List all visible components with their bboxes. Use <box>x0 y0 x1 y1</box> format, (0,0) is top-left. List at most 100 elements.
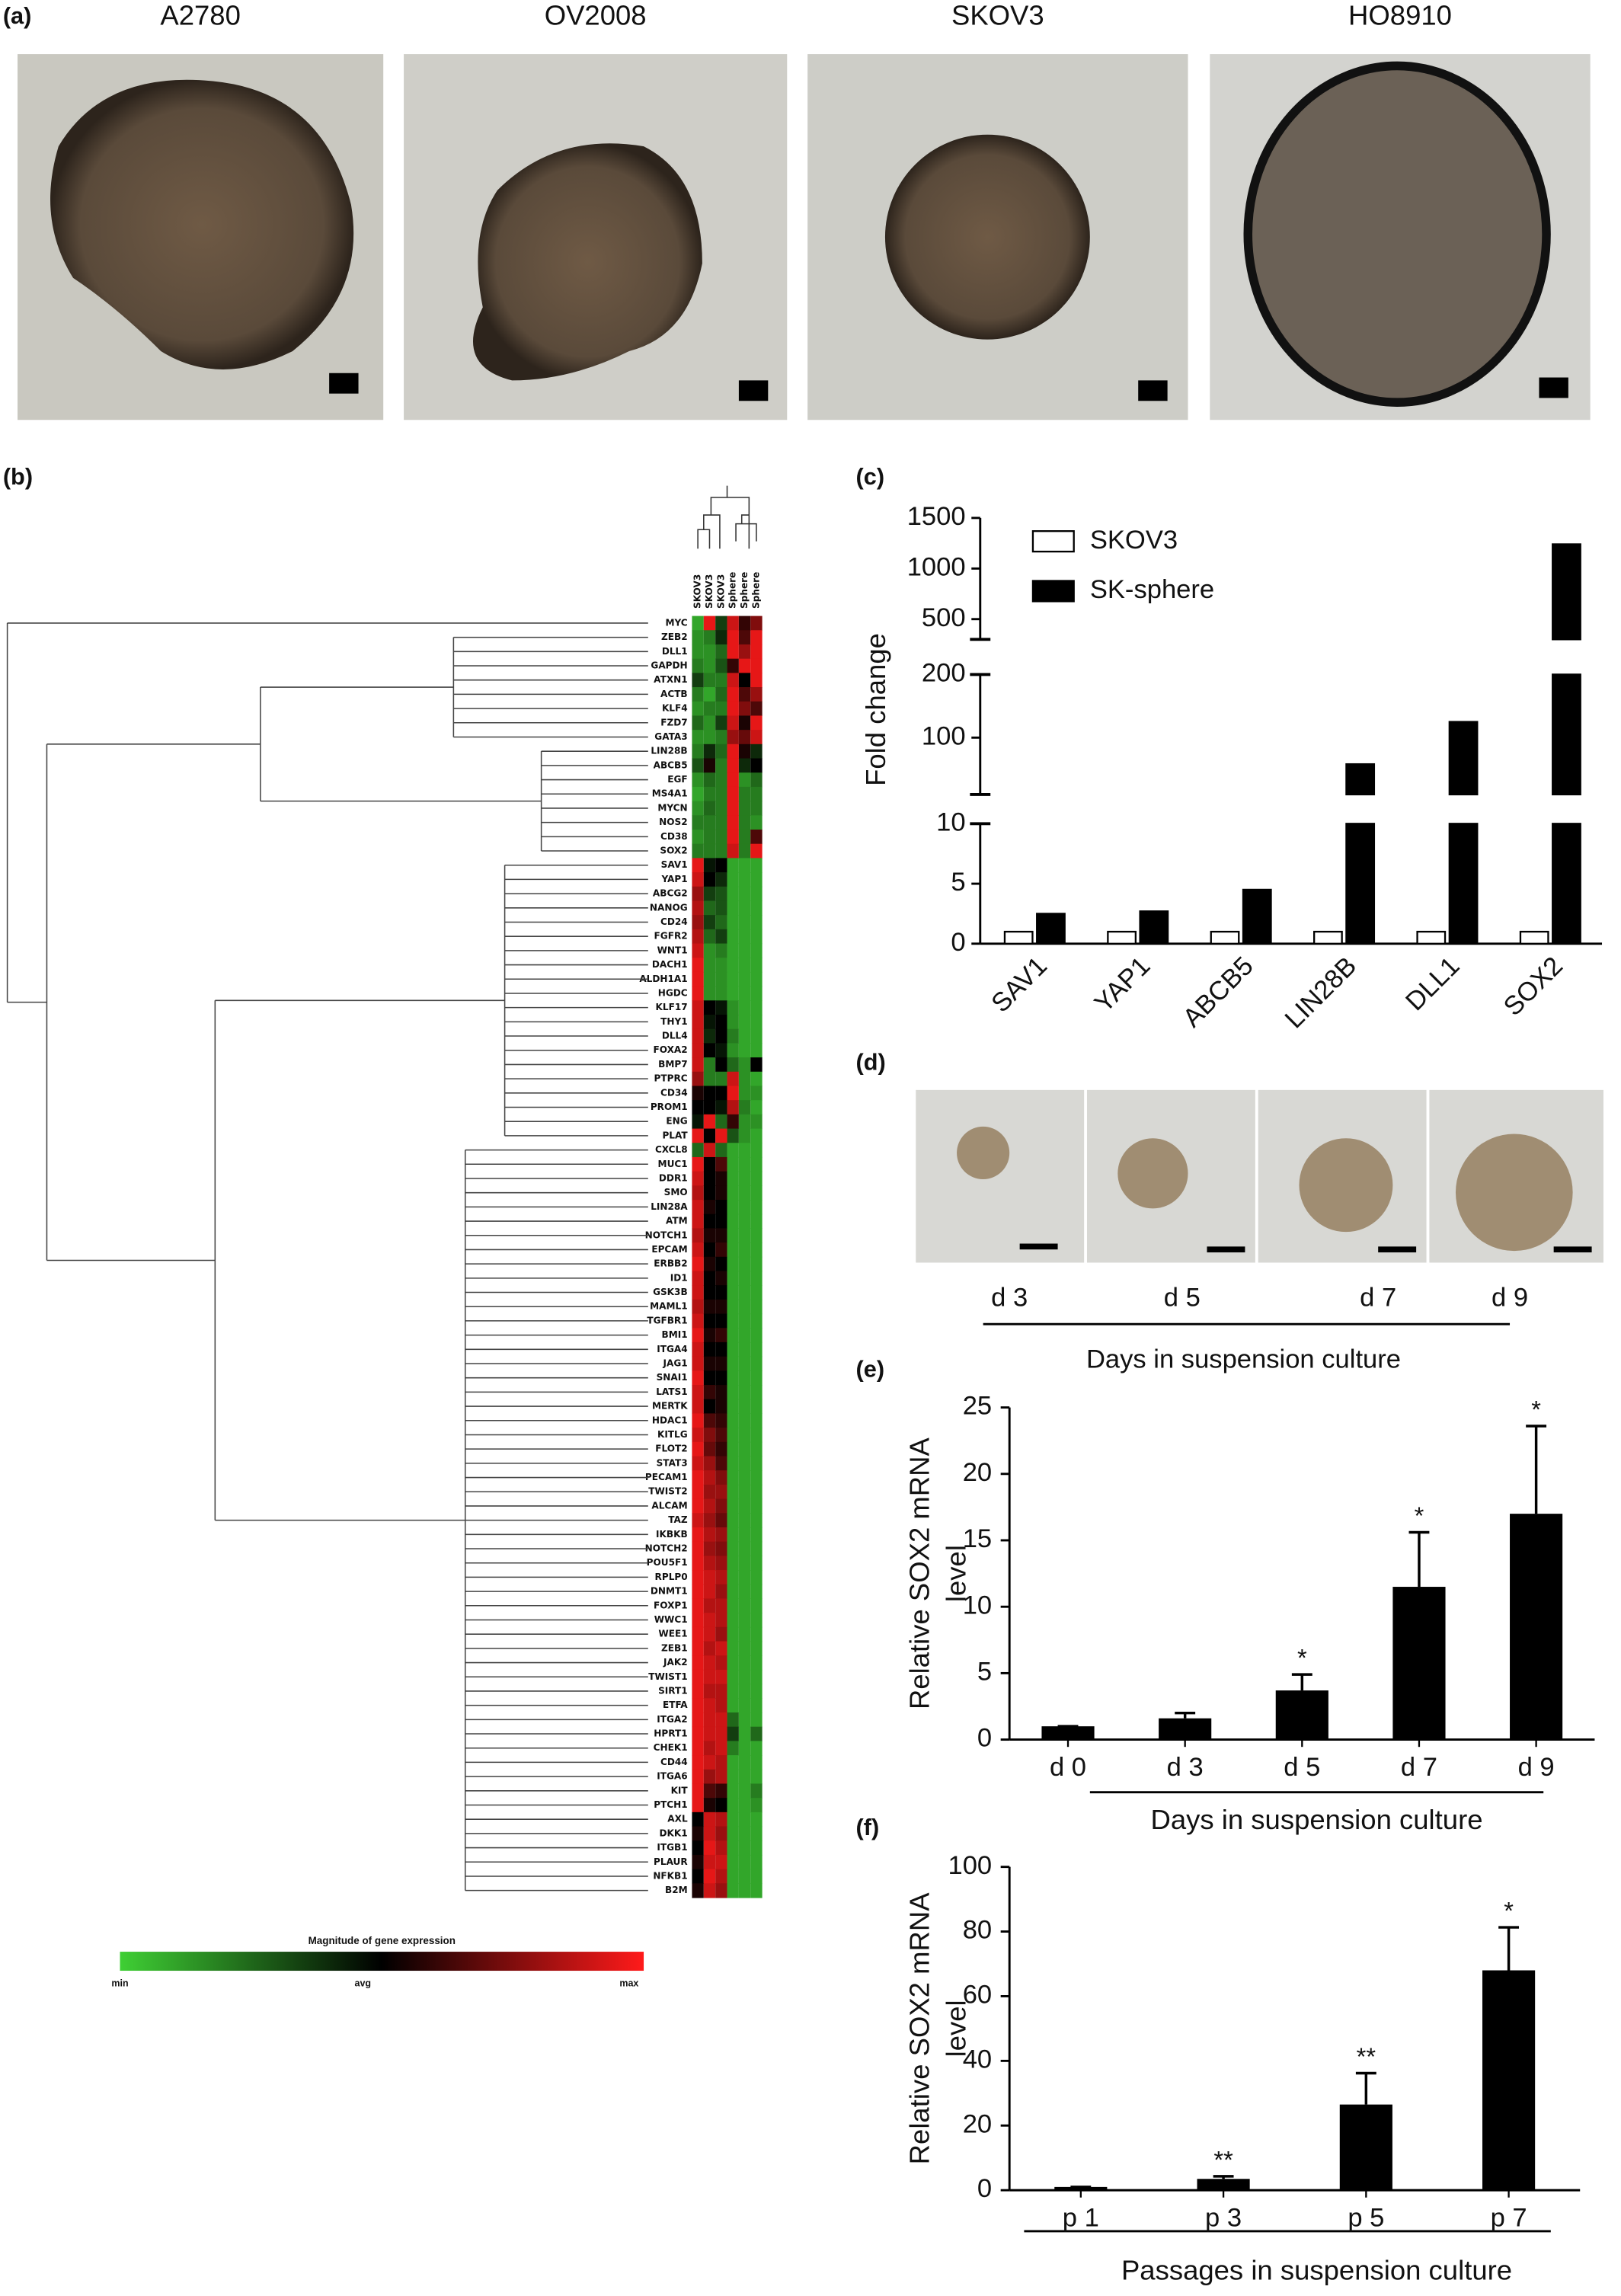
gene-label: ACTB <box>660 689 688 699</box>
heatmap-cell <box>703 1684 716 1699</box>
heatmap-cell <box>692 730 704 745</box>
heatmap-cell <box>715 1156 727 1172</box>
heatmap-cell <box>750 1527 763 1543</box>
heatmap-cell <box>692 743 704 759</box>
heatmap-cell <box>750 1043 763 1058</box>
heatmap-cell <box>703 758 716 773</box>
bar <box>1552 543 1581 641</box>
x-tick-label: d 3 <box>1167 1753 1204 1782</box>
heatmap-cell <box>750 1570 763 1585</box>
gene-label: DDR1 <box>659 1172 688 1183</box>
heatmap-cell <box>738 616 751 631</box>
heatmap-cell <box>738 1043 751 1058</box>
heatmap-cell <box>750 1783 763 1799</box>
heatmap-cell <box>727 1613 739 1628</box>
heatmap-cell <box>715 1641 727 1656</box>
heatmap-cell <box>703 829 716 845</box>
heatmap-cell <box>750 843 763 859</box>
heatmap-cell <box>703 872 716 887</box>
heatmap-cell <box>750 1840 763 1856</box>
heatmap-cell <box>703 1256 716 1272</box>
heatmap-cell <box>750 1086 763 1101</box>
heatmap-cell <box>703 1000 716 1015</box>
heatmap-cell <box>738 1669 751 1685</box>
heatmap-cell <box>727 1156 739 1172</box>
heatmap-cell <box>692 1143 704 1158</box>
gene-label: GAPDH <box>651 660 687 671</box>
gene-label: CHEK1 <box>654 1742 688 1753</box>
heatmap-cell <box>692 1028 704 1044</box>
heatmap-cell <box>738 829 751 845</box>
heatmap-cell <box>750 1769 763 1785</box>
heatmap-cell <box>727 1883 739 1898</box>
y-tick-label: 5 <box>951 868 965 897</box>
heatmap-cell <box>692 1043 704 1058</box>
heatmap-cell <box>727 1114 739 1130</box>
colorbar-title: Magnitude of gene expression <box>309 1935 456 1946</box>
heatmap-cell <box>715 1798 727 1813</box>
heatmap-cell <box>750 829 763 845</box>
heatmap-cell <box>727 1228 739 1243</box>
heatmap-cell <box>750 1214 763 1229</box>
day-label: d 3 <box>991 1284 1028 1313</box>
error-bar <box>1291 1673 1312 1691</box>
heatmap-cell <box>727 758 739 773</box>
gene-label: HPRT1 <box>654 1728 687 1739</box>
heatmap-cell <box>703 1328 716 1343</box>
heatmap-cell <box>692 786 704 802</box>
heatmap-cell <box>750 772 763 788</box>
heatmap-cell <box>750 1641 763 1656</box>
heatmap-cell <box>692 915 704 930</box>
heatmap-cell <box>692 1570 704 1585</box>
y-tick-label: 5 <box>977 1658 992 1687</box>
gene-label: MAML1 <box>650 1301 688 1312</box>
heatmap-cell <box>727 1242 739 1258</box>
heatmap-cell <box>703 658 716 673</box>
gene-label: YAP1 <box>660 874 687 884</box>
gene-label: PTCH1 <box>654 1799 687 1810</box>
heatmap-cell <box>750 1428 763 1443</box>
heatmap-cell <box>715 772 727 788</box>
heatmap-cell <box>715 644 727 660</box>
heatmap-cell <box>692 1086 704 1101</box>
gene-label: TGFBR1 <box>647 1315 687 1325</box>
heatmap-cell <box>727 1086 739 1101</box>
heatmap-cell <box>715 1086 727 1101</box>
heatmap-cell <box>692 900 704 916</box>
bar <box>1197 2179 1250 2191</box>
heatmap-cell <box>715 1128 727 1143</box>
heatmap-cell <box>750 1413 763 1428</box>
panel-label: (f) <box>856 1814 880 1840</box>
gene-label: ALDH1A1 <box>639 974 687 984</box>
heatmap-cell <box>727 872 739 887</box>
heatmap-cell <box>692 858 704 873</box>
heatmap-cell <box>727 1271 739 1286</box>
heatmap-cell <box>727 1000 739 1015</box>
significance: * <box>1297 1644 1307 1672</box>
heatmap-cell <box>692 1156 704 1172</box>
heatmap-cell <box>692 1341 704 1357</box>
gene-label: KIT <box>671 1785 689 1796</box>
heatmap-cell <box>703 1812 716 1828</box>
heatmap-cell <box>703 929 716 945</box>
heatmap-cell <box>703 986 716 1001</box>
heatmap-cell <box>692 616 704 631</box>
gene-label: RPLP0 <box>655 1572 688 1582</box>
heatmap-cell <box>715 616 727 631</box>
day-label: d 7 <box>1360 1284 1396 1313</box>
heatmap-cell <box>738 743 751 759</box>
gene-label: ZEB1 <box>661 1642 688 1653</box>
gene-label: MERTK <box>652 1401 688 1412</box>
x-tick-label: d 0 <box>1050 1753 1086 1782</box>
heatmap-cell <box>750 886 763 902</box>
heatmap-cell <box>750 1057 763 1073</box>
gene-label: MS4A1 <box>652 788 688 799</box>
heatmap-cell <box>727 1441 739 1457</box>
bar <box>1159 1718 1212 1740</box>
heatmap-cell <box>715 929 727 945</box>
heatmap-cell <box>692 1328 704 1343</box>
bar <box>1519 930 1549 945</box>
heatmap-cell <box>715 815 727 830</box>
heatmap-cell <box>738 943 751 958</box>
heatmap-cell <box>750 1285 763 1300</box>
